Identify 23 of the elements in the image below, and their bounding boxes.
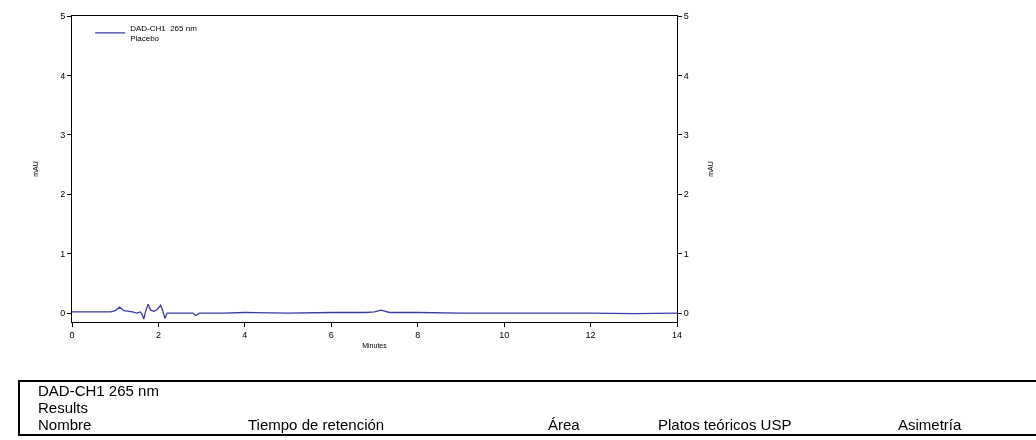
- x-tick-label: 4: [242, 329, 248, 340]
- results-table: DAD-CH1 265 nm Results Nombre Tiempo de retención Área Platos teóricos USP Asimetría: [18, 380, 1036, 436]
- y-tick-label: 0: [60, 308, 66, 319]
- y-tick-label: 2: [60, 189, 66, 200]
- legend-label: DAD-CH1 265 nm Placebo: [130, 23, 198, 44]
- y2-tick-label: 4: [683, 70, 689, 81]
- y-tick-label: 1: [60, 248, 66, 259]
- x-tick-label: 0: [69, 329, 75, 340]
- x-tick-label: 2: [155, 329, 161, 340]
- line-series: [72, 303, 677, 320]
- y2-tick-label: 3: [683, 129, 689, 140]
- y-tick-label: 4: [60, 70, 66, 81]
- x-tick-label: 8: [415, 329, 421, 340]
- y2-tick-label: 0: [683, 308, 689, 319]
- y2-tick-label: 2: [683, 189, 689, 200]
- y-tick-label: 5: [60, 11, 66, 22]
- x-tick-label: 14: [671, 329, 683, 340]
- y2-tick-label: 5: [683, 11, 689, 22]
- x-tick-label: 10: [499, 329, 510, 340]
- y2-tick-label: 1: [683, 248, 689, 259]
- y-tick-label: 3: [60, 129, 66, 140]
- x-tick-label: 6: [328, 329, 334, 340]
- x-tick-label: 12: [585, 329, 596, 340]
